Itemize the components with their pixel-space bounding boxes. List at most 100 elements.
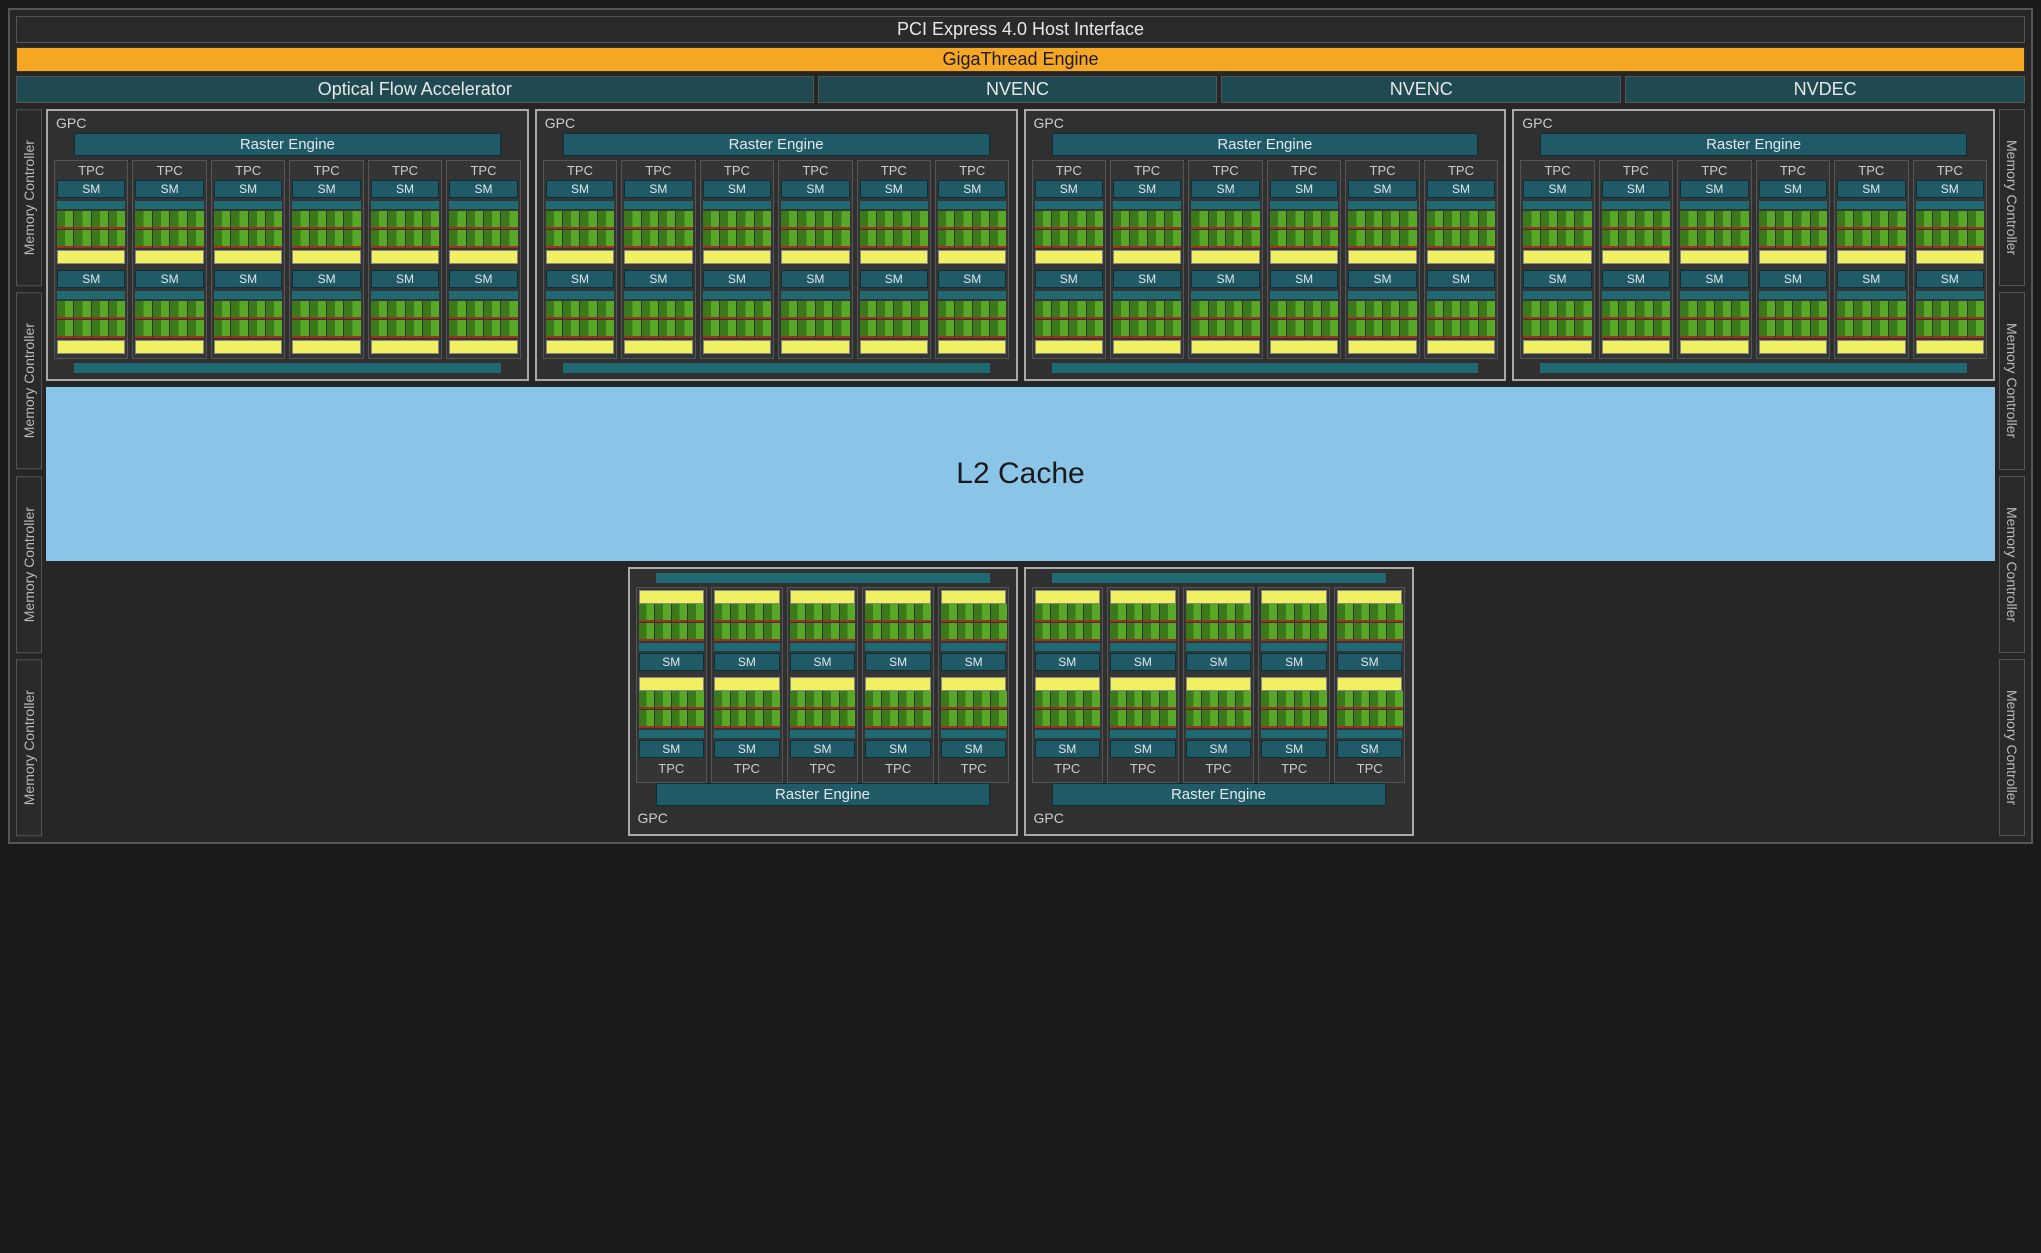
cuda-core-block bbox=[249, 301, 265, 319]
sm-block: SM bbox=[1113, 270, 1181, 354]
sm-scheduler-strip bbox=[1110, 730, 1176, 738]
cuda-core-block bbox=[912, 230, 928, 248]
sm-label: SM bbox=[1680, 180, 1748, 198]
cuda-core-block bbox=[1759, 211, 1775, 229]
sm-scheduler-strip bbox=[781, 201, 849, 209]
cuda-core-block bbox=[1400, 301, 1416, 319]
cuda-core-block bbox=[655, 710, 671, 728]
cuda-core-block bbox=[266, 230, 282, 248]
sm-block: SM bbox=[1110, 590, 1176, 671]
tpc-block: TPCSMSM bbox=[1424, 160, 1498, 359]
cuda-core-block bbox=[231, 301, 247, 319]
cuda-core-block bbox=[755, 230, 771, 248]
tpc-block: TPCSMSM bbox=[621, 160, 695, 359]
sm-tensor-block bbox=[1427, 250, 1495, 264]
cuda-core-block bbox=[546, 230, 562, 248]
sm-cores bbox=[1035, 691, 1101, 728]
cuda-core-block bbox=[703, 211, 719, 229]
engine-box: NVENC bbox=[1221, 76, 1621, 103]
memory-controller: Memory Controller bbox=[1999, 292, 2025, 469]
cuda-core-block bbox=[703, 320, 719, 338]
cuda-core-block bbox=[1366, 320, 1382, 338]
cuda-core-block bbox=[1636, 301, 1652, 319]
cuda-core-block bbox=[955, 320, 971, 338]
cuda-core-block bbox=[266, 320, 282, 338]
sm-cores bbox=[714, 604, 780, 641]
tpc-block: TPCSMSM bbox=[857, 160, 931, 359]
cuda-core-block bbox=[1148, 211, 1164, 229]
sm-tensor-block bbox=[938, 250, 1006, 264]
sm-label: SM bbox=[1261, 653, 1327, 671]
cuda-core-block bbox=[1035, 710, 1051, 728]
cuda-core-block bbox=[249, 211, 265, 229]
cuda-core-block bbox=[747, 623, 763, 641]
sm-cores bbox=[781, 301, 849, 338]
cuda-core-block bbox=[1051, 623, 1067, 641]
tpc-label: TPC bbox=[1035, 163, 1103, 180]
cuda-core-block bbox=[659, 211, 675, 229]
cuda-core-block bbox=[655, 604, 671, 622]
memory-controllers-right: Memory ControllerMemory ControllerMemory… bbox=[1999, 109, 2025, 836]
cuda-core-block bbox=[546, 211, 562, 229]
sm-cores bbox=[714, 691, 780, 728]
cuda-core-block bbox=[990, 230, 1006, 248]
sm-label: SM bbox=[214, 180, 282, 198]
sm-tensor-block bbox=[1186, 677, 1252, 691]
sm-cores bbox=[1759, 211, 1827, 248]
cuda-core-block bbox=[688, 604, 704, 622]
cuda-core-block bbox=[1387, 710, 1403, 728]
cuda-core-block bbox=[731, 710, 747, 728]
sm-cores bbox=[214, 211, 282, 248]
cuda-core-block bbox=[1069, 301, 1085, 319]
cuda-core-block bbox=[1051, 604, 1067, 622]
cuda-core-block bbox=[449, 230, 465, 248]
center-column: GPCRaster EngineTPCSMSMTPCSMSMTPCSMSMTPC… bbox=[46, 109, 1995, 836]
tpc-label: TPC bbox=[781, 163, 849, 180]
cuda-core-block bbox=[188, 301, 204, 319]
cuda-core-block bbox=[720, 211, 736, 229]
memory-controller: Memory Controller bbox=[1999, 659, 2025, 836]
cuda-core-block bbox=[747, 691, 763, 709]
sm-cores bbox=[624, 301, 692, 338]
cuda-core-block bbox=[1052, 211, 1068, 229]
raster-engine-bar: Raster Engine bbox=[74, 133, 501, 156]
cuda-core-block bbox=[467, 211, 483, 229]
cuda-core-block bbox=[1889, 211, 1905, 229]
memory-controller: Memory Controller bbox=[16, 109, 42, 286]
cuda-core-block bbox=[1889, 230, 1905, 248]
cuda-core-block bbox=[790, 710, 806, 728]
cuda-core-block bbox=[580, 301, 596, 319]
cuda-core-block bbox=[1366, 301, 1382, 319]
cuda-core-block bbox=[1322, 230, 1338, 248]
cuda-core-block bbox=[1087, 320, 1103, 338]
cuda-core-block bbox=[731, 604, 747, 622]
cuda-core-block bbox=[1602, 301, 1618, 319]
cuda-core-block bbox=[915, 604, 931, 622]
sm-label: SM bbox=[546, 180, 614, 198]
cuda-core-block bbox=[1084, 710, 1100, 728]
cuda-core-block bbox=[806, 691, 822, 709]
cuda-core-block bbox=[1068, 710, 1084, 728]
sm-block: SM bbox=[1261, 677, 1327, 758]
sm-block: SM bbox=[1680, 180, 1748, 264]
cuda-core-block bbox=[1968, 320, 1984, 338]
tpc-label: TPC bbox=[292, 163, 360, 180]
cuda-core-block bbox=[92, 301, 108, 319]
cuda-core-block bbox=[1337, 710, 1353, 728]
cuda-core-block bbox=[720, 320, 736, 338]
cuda-core-block bbox=[1068, 623, 1084, 641]
cuda-core-block bbox=[823, 710, 839, 728]
sm-scheduler-strip bbox=[1523, 291, 1591, 299]
cuda-core-block bbox=[912, 301, 928, 319]
cuda-core-block bbox=[327, 301, 343, 319]
sm-scheduler-strip bbox=[1837, 201, 1905, 209]
cuda-core-block bbox=[1052, 320, 1068, 338]
cuda-core-block bbox=[344, 230, 360, 248]
cuda-core-block bbox=[1186, 604, 1202, 622]
cuda-core-block bbox=[1933, 320, 1949, 338]
cuda-core-block bbox=[74, 301, 90, 319]
cuda-core-block bbox=[1383, 211, 1399, 229]
tpc-block: SMSMTPC bbox=[1258, 587, 1330, 783]
sm-cores bbox=[1186, 691, 1252, 728]
cuda-core-block bbox=[1680, 230, 1696, 248]
